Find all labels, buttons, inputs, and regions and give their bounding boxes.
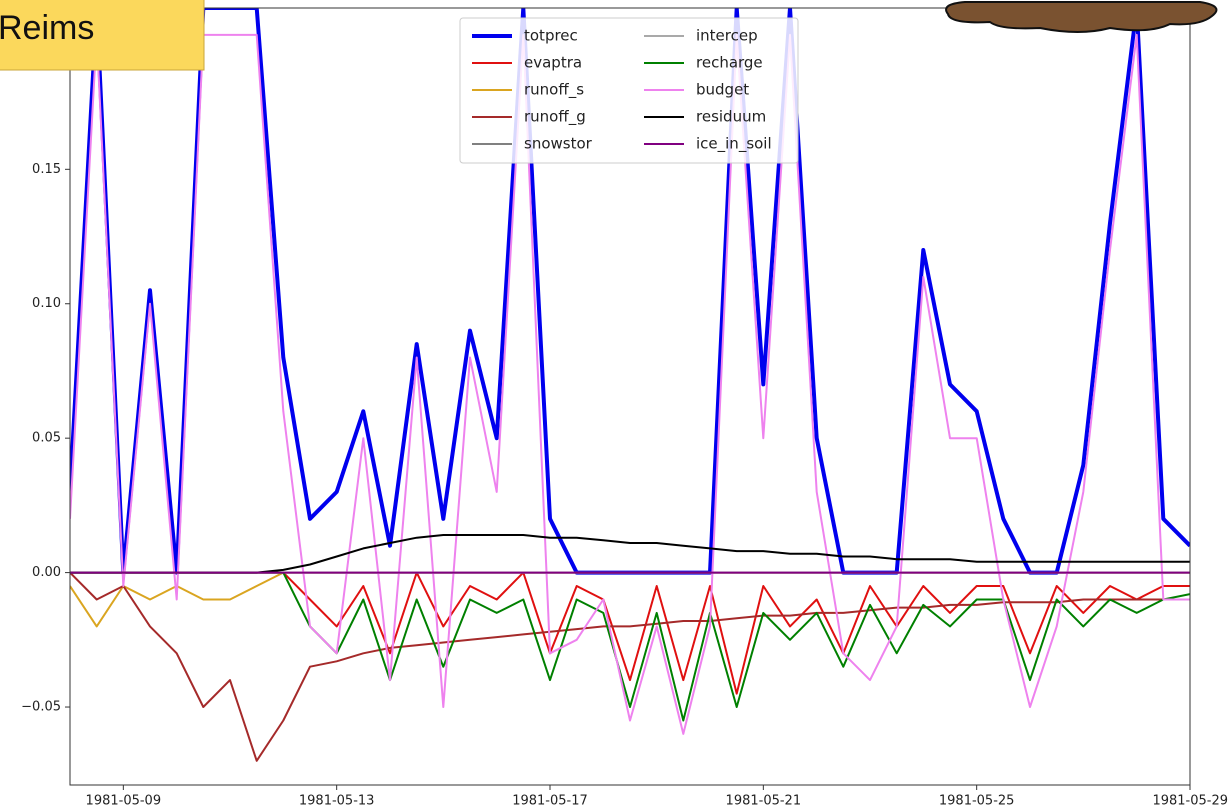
x-tick-label: 1981-05-13: [299, 794, 375, 809]
y-tick-label: 0.10: [32, 296, 61, 311]
chart: totprec evaptra runoff_s runoff_g snowstor in…: [0, 0, 1230, 811]
legend: totprec evaptra runoff_s runoff_g snowstor in…: [460, 18, 798, 163]
legend-label: runoff_s: [524, 81, 584, 100]
station-label: Reims: [0, 9, 94, 47]
legend-label: ice_in_soil: [696, 135, 772, 154]
legend-label: snowstor: [524, 135, 593, 153]
y-tick-label: 0.05: [32, 431, 61, 446]
legend-label: recharge: [696, 54, 763, 72]
x-tick-label: 1981-05-09: [86, 794, 162, 809]
legend-label: totprec: [524, 27, 578, 45]
page: totprec evaptra runoff_s runoff_g snowstor in…: [0, 0, 1230, 811]
legend-label: runoff_g: [524, 108, 586, 127]
legend-label: intercep: [696, 27, 758, 45]
x-tick-label: 1981-05-21: [726, 794, 802, 809]
x-tick-label: 1981-05-29: [1152, 794, 1228, 809]
x-tick-label: 1981-05-17: [512, 794, 588, 809]
legend-label: residuum: [696, 108, 766, 126]
y-tick-label: −0.05: [21, 700, 61, 715]
legend-label: budget: [696, 81, 749, 99]
x-tick-label: 1981-05-25: [939, 794, 1015, 809]
y-tick-label: 0.15: [32, 162, 61, 177]
legend-label: evaptra: [524, 54, 582, 72]
y-tick-label: 0.00: [32, 565, 61, 580]
